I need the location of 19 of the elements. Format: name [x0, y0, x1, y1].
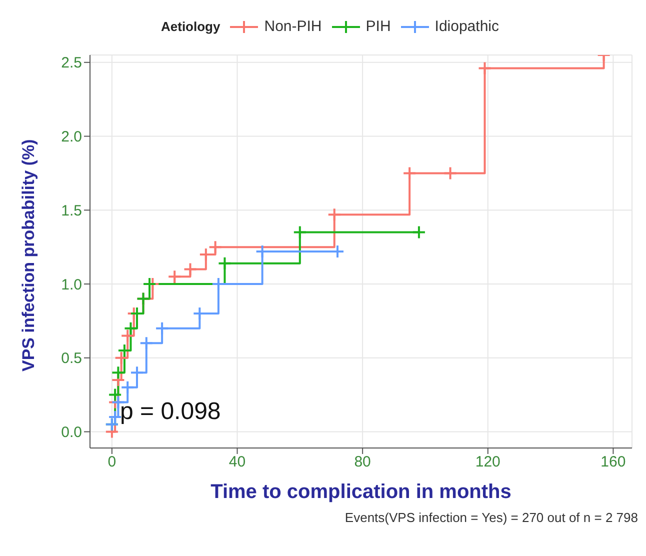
- legend-label: PIH: [366, 18, 391, 35]
- text: Events(VPS infection = Yes) = 270 out of n = 2 798: [344, 510, 638, 525]
- y-axis-title: VPS infection probability (%): [19, 139, 38, 372]
- y-tick-label: 0.5: [61, 350, 82, 368]
- legend-title: Aetiology: [161, 19, 220, 34]
- annotation: p = 0.098: [120, 398, 221, 426]
- y-tick-label: 1.0: [61, 276, 82, 294]
- x-tick-label: 160: [600, 454, 626, 471]
- x-tick-label: 40: [228, 454, 246, 471]
- y-tick-label: 1.5: [61, 202, 82, 220]
- x-axis-title: Time to complication in months: [210, 481, 512, 503]
- x-tick-label: 120: [475, 454, 500, 471]
- y-tick-label: 2.5: [61, 54, 82, 72]
- y-tick-label: 2.0: [61, 128, 82, 146]
- legend-label: Non-PIH: [264, 18, 322, 35]
- y-tick-label: 0.0: [61, 424, 82, 442]
- legend-label: Idiopathic: [434, 18, 499, 35]
- x-tick-label: 0: [108, 454, 116, 471]
- x-tick-label: 80: [354, 454, 371, 471]
